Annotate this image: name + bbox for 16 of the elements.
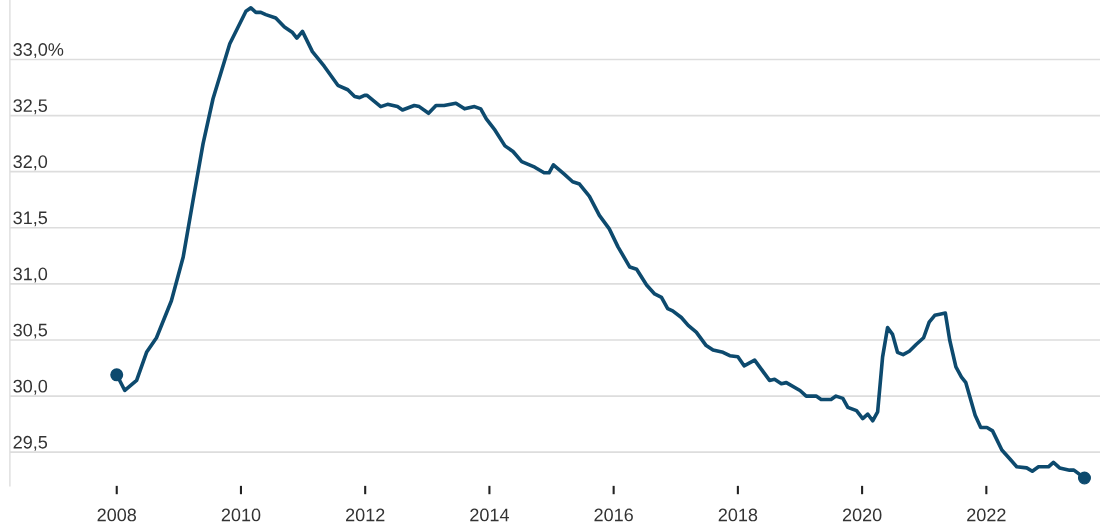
y-tick-label: 30,5 (13, 323, 48, 339)
y-tick-label: 29,5 (13, 435, 48, 451)
y-tick-label: 30,0 (13, 379, 48, 395)
x-tick-label: 2008 (97, 508, 137, 522)
x-tick-label: 2014 (470, 508, 509, 522)
y-tick-label: 31,5 (13, 211, 48, 227)
x-tick-label: 2012 (346, 508, 385, 522)
y-tick-label: 32,5 (13, 99, 48, 115)
x-tick-label: 2020 (842, 508, 882, 522)
x-tick-label: 2018 (718, 508, 758, 522)
y-tick-label: 32,0 (13, 155, 48, 171)
x-tick-label: 2016 (594, 508, 633, 522)
x-tick-label: 2022 (967, 508, 1006, 522)
y-tick-label: 31,0 (13, 267, 48, 283)
x-tick-label: 2010 (221, 508, 261, 522)
y-tick-label: 33,0% (13, 43, 64, 59)
